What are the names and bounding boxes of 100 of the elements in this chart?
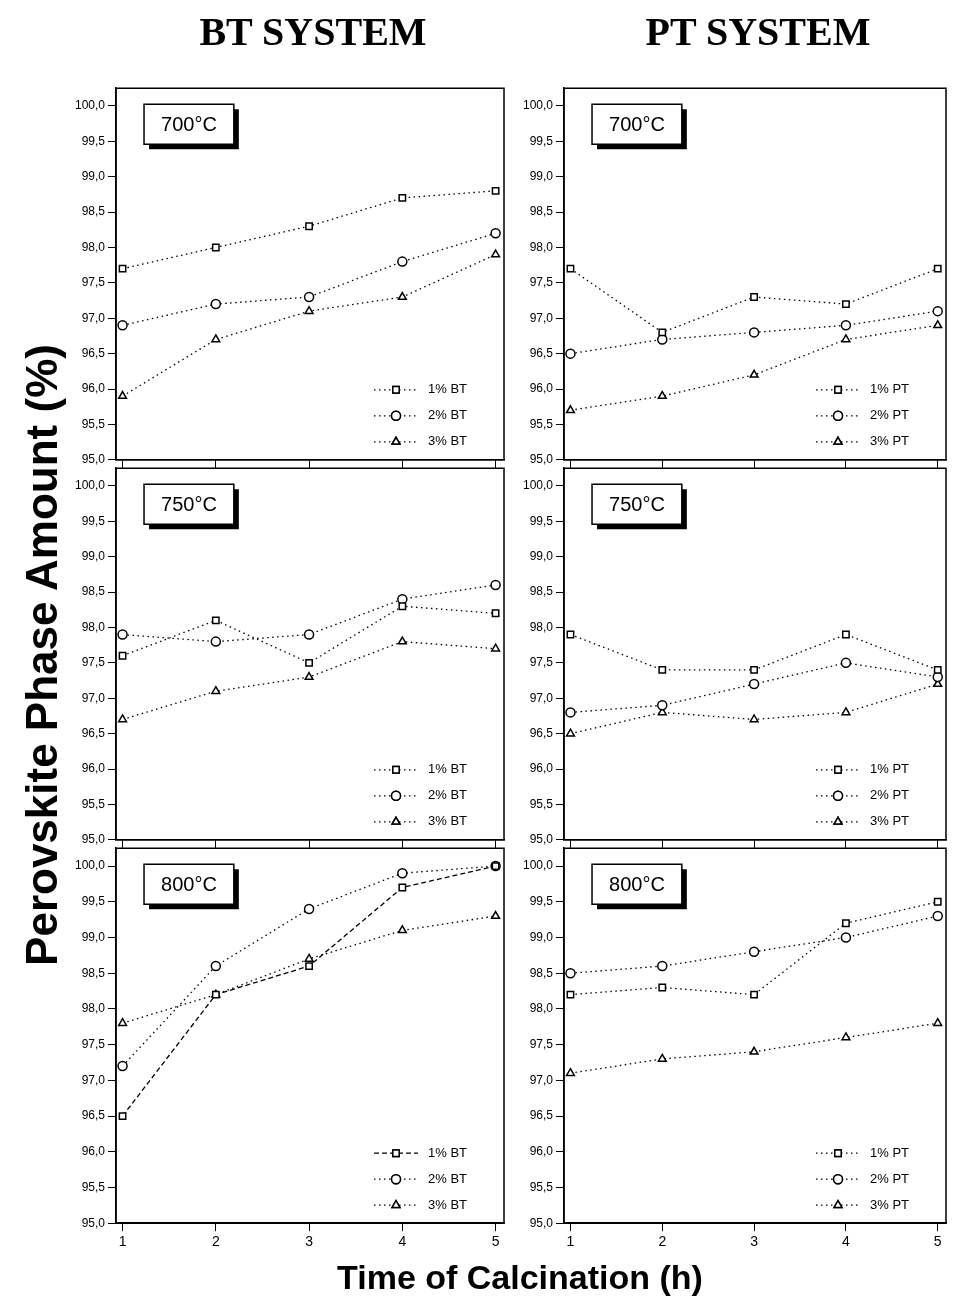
y-tick-label: 95,5 xyxy=(81,416,106,431)
y-tick-label: 97,0 xyxy=(529,690,554,705)
chart-title: PT SYSTEM xyxy=(645,8,871,55)
x-tick-label: 2 xyxy=(658,1233,667,1250)
legend-label: 1% BT xyxy=(428,761,468,777)
legend-label: 2% BT xyxy=(428,787,468,803)
chart-title: BT SYSTEM xyxy=(199,8,427,55)
y-tick-label: 95,5 xyxy=(81,1179,106,1194)
y-tick-label: 96,0 xyxy=(529,1144,554,1159)
y-tick-label: 100,0 xyxy=(523,478,554,493)
x-tick-label: 5 xyxy=(933,1233,942,1250)
y-tick-label: 99,0 xyxy=(81,929,106,944)
legend-label: 1% PT xyxy=(870,381,910,397)
x-tick-label: 1 xyxy=(118,1233,127,1250)
y-tick-label: 99,0 xyxy=(81,168,106,183)
y-tick-label: 98,0 xyxy=(81,619,106,634)
y-tick-label: 98,0 xyxy=(81,1001,106,1016)
y-tick-label: 95,0 xyxy=(529,1215,554,1230)
y-tick-label: 96,5 xyxy=(81,1108,106,1123)
legend-label: 2% PT xyxy=(870,1170,910,1186)
y-tick-label: 99,5 xyxy=(81,513,106,528)
legend-label: 1% PT xyxy=(870,761,910,777)
y-tick-label: 95,0 xyxy=(81,452,106,467)
y-tick-label: 95,5 xyxy=(529,1179,554,1194)
y-tick-label: 95,5 xyxy=(529,796,554,811)
legend-label: 3% BT xyxy=(428,1196,468,1212)
y-axis-title: Perovskite Phase Amount (%) xyxy=(17,344,67,966)
legend-label: 3% PT xyxy=(870,1196,910,1212)
y-tick-label: 96,5 xyxy=(529,1108,554,1123)
y-tick-label: 100,0 xyxy=(75,98,106,113)
y-tick-label: 96,5 xyxy=(529,345,554,360)
y-tick-label: 100,0 xyxy=(75,478,106,493)
legend-label: 1% BT xyxy=(428,1144,468,1160)
legend-label: 3% BT xyxy=(428,813,468,829)
x-tick-label: 5 xyxy=(491,1233,500,1250)
y-tick-label: 97,0 xyxy=(81,1072,106,1087)
legend-label: 3% BT xyxy=(428,433,468,449)
y-tick-label: 100,0 xyxy=(523,858,554,873)
y-tick-label: 99,0 xyxy=(81,548,106,563)
annotation: 800°C xyxy=(609,872,665,895)
x-tick-label: 3 xyxy=(305,1233,314,1250)
annotation: 700°C xyxy=(161,112,217,135)
legend-label: 3% PT xyxy=(870,433,910,449)
y-tick-label: 98,5 xyxy=(529,204,554,219)
y-tick-label: 96,5 xyxy=(81,725,106,740)
y-tick-label: 98,0 xyxy=(529,1001,554,1016)
y-tick-label: 95,0 xyxy=(529,452,554,467)
y-tick-label: 98,0 xyxy=(529,239,554,254)
legend-label: 1% PT xyxy=(870,1144,910,1160)
y-tick-label: 98,0 xyxy=(81,239,106,254)
y-tick-label: 96,0 xyxy=(529,381,554,396)
annotation: 800°C xyxy=(161,872,217,895)
y-tick-label: 99,5 xyxy=(529,513,554,528)
x-tick-label: 3 xyxy=(750,1233,759,1250)
legend-label: 2% BT xyxy=(428,1170,468,1186)
y-tick-label: 99,0 xyxy=(529,168,554,183)
y-tick-label: 97,0 xyxy=(81,690,106,705)
y-tick-label: 99,5 xyxy=(81,133,106,148)
y-tick-label: 97,0 xyxy=(529,310,554,325)
annotation: 700°C xyxy=(609,112,665,135)
y-tick-label: 96,0 xyxy=(81,1144,106,1159)
y-tick-label: 97,5 xyxy=(529,655,554,670)
x-tick-label: 1 xyxy=(566,1233,575,1250)
y-tick-label: 95,5 xyxy=(81,796,106,811)
x-axis-title: Time of Calcination (h) xyxy=(337,1258,703,1297)
y-tick-label: 97,0 xyxy=(81,310,106,325)
legend-label: 2% BT xyxy=(428,407,468,423)
y-tick-label: 97,5 xyxy=(81,1036,106,1051)
y-tick-label: 98,5 xyxy=(81,204,106,219)
y-tick-label: 98,5 xyxy=(529,965,554,980)
y-tick-label: 95,0 xyxy=(81,1215,106,1230)
x-tick-label: 4 xyxy=(842,1233,851,1250)
legend-label: 3% PT xyxy=(870,813,910,829)
y-tick-label: 96,0 xyxy=(81,381,106,396)
annotation: 750°C xyxy=(609,492,665,515)
x-tick-label: 4 xyxy=(398,1233,407,1250)
y-tick-label: 97,0 xyxy=(529,1072,554,1087)
y-tick-label: 98,0 xyxy=(529,619,554,634)
y-tick-label: 96,5 xyxy=(81,345,106,360)
y-tick-label: 99,5 xyxy=(529,133,554,148)
legend-label: 1% BT xyxy=(428,381,468,397)
y-tick-label: 97,5 xyxy=(529,1036,554,1051)
y-tick-label: 96,5 xyxy=(529,725,554,740)
y-tick-label: 100,0 xyxy=(523,98,554,113)
legend-label: 2% PT xyxy=(870,407,910,423)
y-tick-label: 99,5 xyxy=(529,894,554,909)
y-tick-label: 96,0 xyxy=(81,761,106,776)
y-tick-label: 98,5 xyxy=(81,965,106,980)
y-tick-label: 97,5 xyxy=(529,275,554,290)
y-tick-label: 99,5 xyxy=(81,894,106,909)
y-tick-label: 100,0 xyxy=(75,858,106,873)
y-tick-label: 97,5 xyxy=(81,275,106,290)
y-tick-label: 95,0 xyxy=(529,832,554,847)
y-tick-label: 96,0 xyxy=(529,761,554,776)
legend-label: 2% PT xyxy=(870,787,910,803)
y-tick-label: 95,0 xyxy=(81,832,106,847)
y-tick-label: 98,5 xyxy=(529,584,554,599)
y-tick-label: 98,5 xyxy=(81,584,106,599)
annotation: 750°C xyxy=(161,492,217,515)
y-tick-label: 99,0 xyxy=(529,929,554,944)
